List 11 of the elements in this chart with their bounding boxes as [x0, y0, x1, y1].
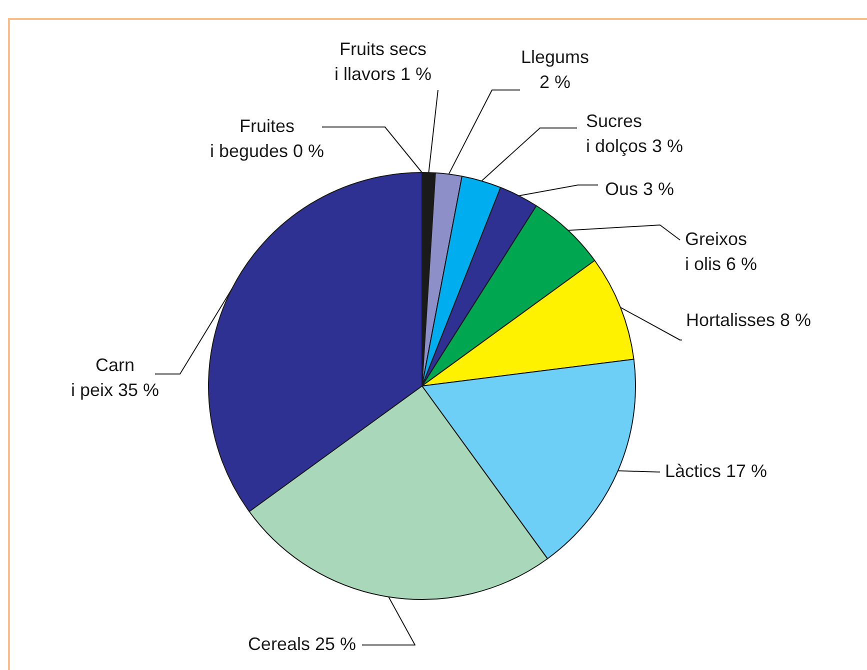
category-label: Fruites i begudes 0 % [210, 116, 324, 161]
slice-label: Làctics 17 % [665, 460, 768, 481]
data-label: 2 % [539, 72, 571, 92]
slice-label: Sucres i dolços 3 % [586, 110, 684, 156]
slice-label: Greixos i olis 6 % [685, 228, 758, 274]
slice-label: Hortalisses 8 % [686, 310, 812, 330]
slice-label: Ous 3 % [605, 178, 674, 199]
slice-label: Carn i peix 35 % [70, 354, 160, 400]
slice-label: Llegums [520, 46, 590, 67]
slice-label: Fruits secs i llavors 1 % [334, 38, 432, 84]
slice-label: Cereals 25 % [248, 634, 356, 654]
